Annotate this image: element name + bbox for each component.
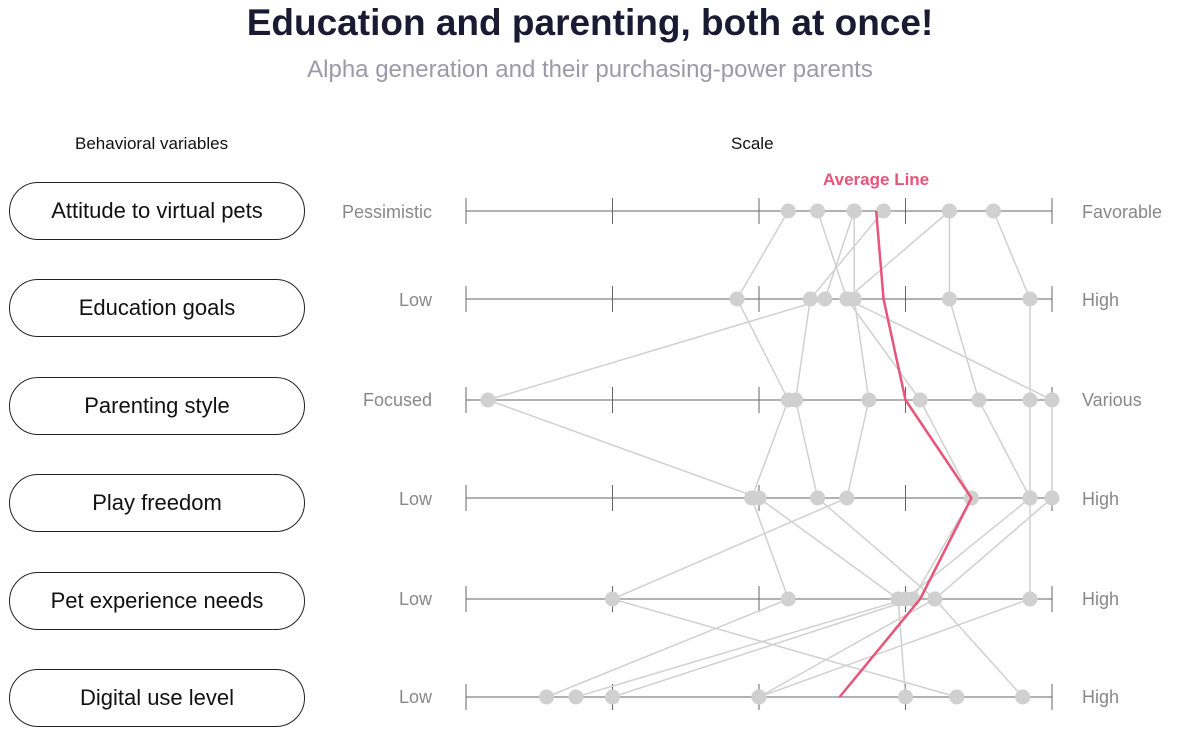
respondent-line (610, 211, 957, 698)
respondent-point (898, 689, 913, 705)
respondent-point (480, 392, 496, 408)
variable-pill: Attitude to virtual pets (9, 182, 305, 240)
variable-label: Education goals (78, 295, 236, 320)
respondent-point (539, 689, 555, 705)
respondent-point (605, 689, 620, 705)
scale-high-label: High (1082, 687, 1120, 707)
variable-pill: Parenting style (9, 377, 305, 435)
respondent-point (751, 689, 767, 705)
respondent-line (845, 210, 1053, 698)
scale-high-label: High (1082, 290, 1120, 310)
respondent-point (729, 291, 745, 307)
respondent-point (941, 291, 957, 307)
respondent-point (788, 392, 804, 408)
scale-high-label: High (1082, 489, 1120, 509)
scale-column-header: Scale (731, 134, 774, 153)
scale-low-label: Low (398, 489, 432, 509)
respondent-point (912, 392, 928, 408)
variable-pill: Pet experience needs (9, 572, 305, 630)
scale-high-label: High (1082, 589, 1120, 609)
respondent-line (758, 210, 937, 698)
page-title: Education and parenting, both at once! (246, 2, 934, 43)
variable-label: Digital use level (79, 685, 235, 710)
page-subtitle: Alpha generation and their purchasing-po… (307, 56, 873, 83)
scale-low-label: Low (398, 687, 432, 707)
scale-low-label: Focused (362, 390, 432, 410)
scale-high-label: Favorable (1082, 202, 1163, 222)
respondent-point (802, 291, 818, 307)
variable-pill: Education goals (9, 279, 305, 337)
respondent-point (927, 591, 943, 607)
respondent-point (1022, 291, 1038, 307)
respondent-point (751, 490, 767, 506)
respondent-point (1022, 591, 1038, 607)
respondent-line (485, 210, 907, 698)
respondent-line (575, 211, 1031, 698)
respondent-point (810, 490, 826, 506)
respondent-point (1044, 490, 1060, 506)
respondent-point (1022, 392, 1038, 408)
respondent-point (898, 591, 913, 607)
variables-column-header: Behavioral variables (75, 134, 229, 153)
respondent-point (1022, 490, 1038, 506)
respondent-point (568, 689, 584, 705)
respondent-point (839, 291, 855, 307)
respondent-point (876, 203, 892, 219)
respondent-point (941, 203, 957, 219)
respondent-point (839, 490, 855, 506)
scale-low-label: Low (398, 290, 432, 310)
variable-label: Play freedom (92, 490, 222, 515)
scale-high-label: Various (1082, 390, 1142, 410)
respondent-point (605, 591, 620, 607)
respondent-point (817, 291, 833, 307)
respondent-point (985, 203, 1001, 219)
respondent-point (1015, 689, 1031, 705)
variable-label: Parenting style (84, 393, 230, 418)
scale-low-label: Low (398, 589, 432, 609)
respondent-point (810, 203, 826, 219)
scale-low-label: Pessimistic (341, 202, 432, 222)
respondent-point (780, 591, 796, 607)
variable-pill: Play freedom (9, 474, 305, 532)
average-line (838, 210, 973, 698)
variable-label: Attitude to virtual pets (51, 198, 263, 223)
respondent-point (971, 392, 987, 408)
respondent-line (612, 210, 973, 698)
respondent-point (949, 689, 965, 705)
variable-label: Pet experience needs (50, 588, 264, 613)
variable-pill: Digital use level (9, 669, 305, 727)
respondent-point (1044, 392, 1060, 408)
average-line-label: Average Line (823, 170, 930, 189)
respondent-point (846, 203, 862, 219)
respondent-point (780, 203, 796, 219)
respondent-line (546, 210, 790, 698)
respondent-line (758, 210, 1031, 698)
respondent-point (861, 392, 877, 408)
